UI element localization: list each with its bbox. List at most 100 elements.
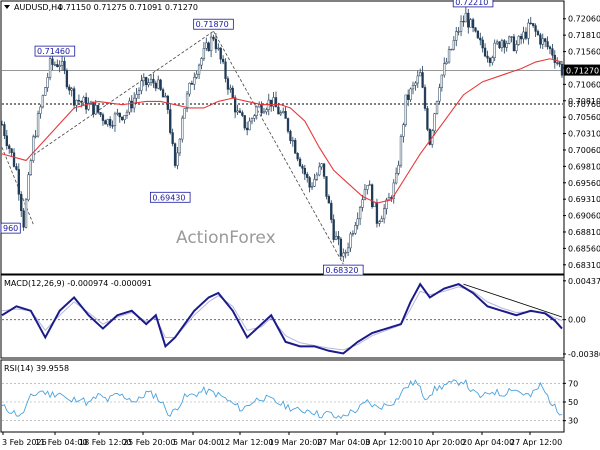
price-annotation-box [193,18,234,30]
candle-body [450,48,453,51]
candle-body [407,94,410,100]
candle-body [236,110,239,113]
candle-body [532,23,535,26]
candle-body [260,104,263,114]
price-pane-frame [0,0,565,275]
candle-body [541,38,544,45]
price-y-tick-label: 0.68810 [568,228,600,237]
candle-body [354,225,357,234]
macd-signal-line [1,286,563,351]
macd-header: MACD(12,26,9) -0.000974 -0.000091 [4,279,152,288]
rsi-header: RSI(14) 39.9558 [4,364,69,373]
candle-body [258,104,261,108]
x-tick-label: 20 Apr 04:00 [462,438,514,447]
candle-body [447,49,451,63]
candle-body [488,57,492,63]
candle-body [22,210,25,228]
candle-body [233,97,237,113]
candle-body [536,31,540,36]
candle-body [433,113,436,132]
candle-body [17,169,20,195]
candle-body [243,115,246,129]
candle-body [428,129,431,145]
candle-body [507,36,511,44]
candle-body [493,42,496,58]
candle-body [282,111,285,113]
candle-body [142,77,145,82]
candle-body [284,111,287,119]
candle-body [152,78,155,84]
x-tick-label: 12 Mar 12:00 [220,438,273,447]
candle-body [183,108,186,119]
candle-body [109,119,112,126]
candle-body [421,72,424,88]
x-tick-label: 11 Feb 04:00 [35,438,87,447]
candle-body [116,112,119,115]
candle-body [29,160,32,176]
candle-body [291,140,294,142]
candle-body [339,238,343,257]
candle-body [553,54,556,63]
candle-body [397,164,400,174]
trend-line [1,147,34,225]
x-tick-label: 19 Mar 20:00 [269,438,322,447]
current-price-box [564,64,600,76]
candle-body [221,58,225,63]
candle-body [140,80,143,91]
candle-body [207,42,210,52]
candle-body [539,34,542,45]
candle-body [385,199,388,210]
candle-body [65,70,69,88]
candle-body [0,124,4,126]
candle-body [445,61,448,64]
candle-body [342,252,345,257]
moving-average-line [1,58,563,204]
candle-body [238,110,242,113]
current-price-label: 0.71270 [566,67,599,76]
candle-body [500,40,504,49]
candle-body [137,90,141,95]
candle-body [544,38,547,42]
candle-body [255,106,258,116]
x-tick-label: 18 Feb 12:00 [79,438,131,447]
candle-body [72,88,76,106]
candle-body [70,88,73,91]
candle-body [373,202,376,208]
candle-body [123,115,126,120]
candle-body [380,218,383,222]
candle-body [159,79,162,90]
candle-body [274,97,278,108]
price-annotation-label: 0.69430 [152,193,185,202]
candle-body [279,112,282,115]
candle-body [483,47,487,57]
candle-body [226,78,230,90]
candle-body [34,135,37,138]
candle-body [277,106,280,115]
price-annotation-label: 0.72210 [455,0,488,7]
candle-body [56,64,59,67]
candle-body [426,108,429,130]
candle-body [378,221,381,224]
candle-body [315,174,318,180]
candle-body [346,247,350,253]
candle-body [505,43,508,48]
candle-body [53,64,57,66]
candle-body [12,152,16,167]
candle-body [303,168,306,175]
candle-body [164,95,167,98]
candle-body [455,31,458,41]
candle-body [125,111,129,116]
candle-body [486,55,489,59]
candle-body [392,182,395,199]
candle-body [414,82,417,86]
price-y-tick-label: 0.70310 [568,130,600,139]
candle-body [546,41,549,48]
price-y-tick-label: 0.69310 [568,195,600,204]
candle-body [351,233,355,235]
candle-body [479,37,482,41]
candle-body [423,87,427,109]
candle-body [169,109,172,133]
price-y-tick-label: 0.70560 [568,113,600,122]
price-y-tick-label: 0.70060 [568,146,600,155]
candle-body [337,236,340,240]
